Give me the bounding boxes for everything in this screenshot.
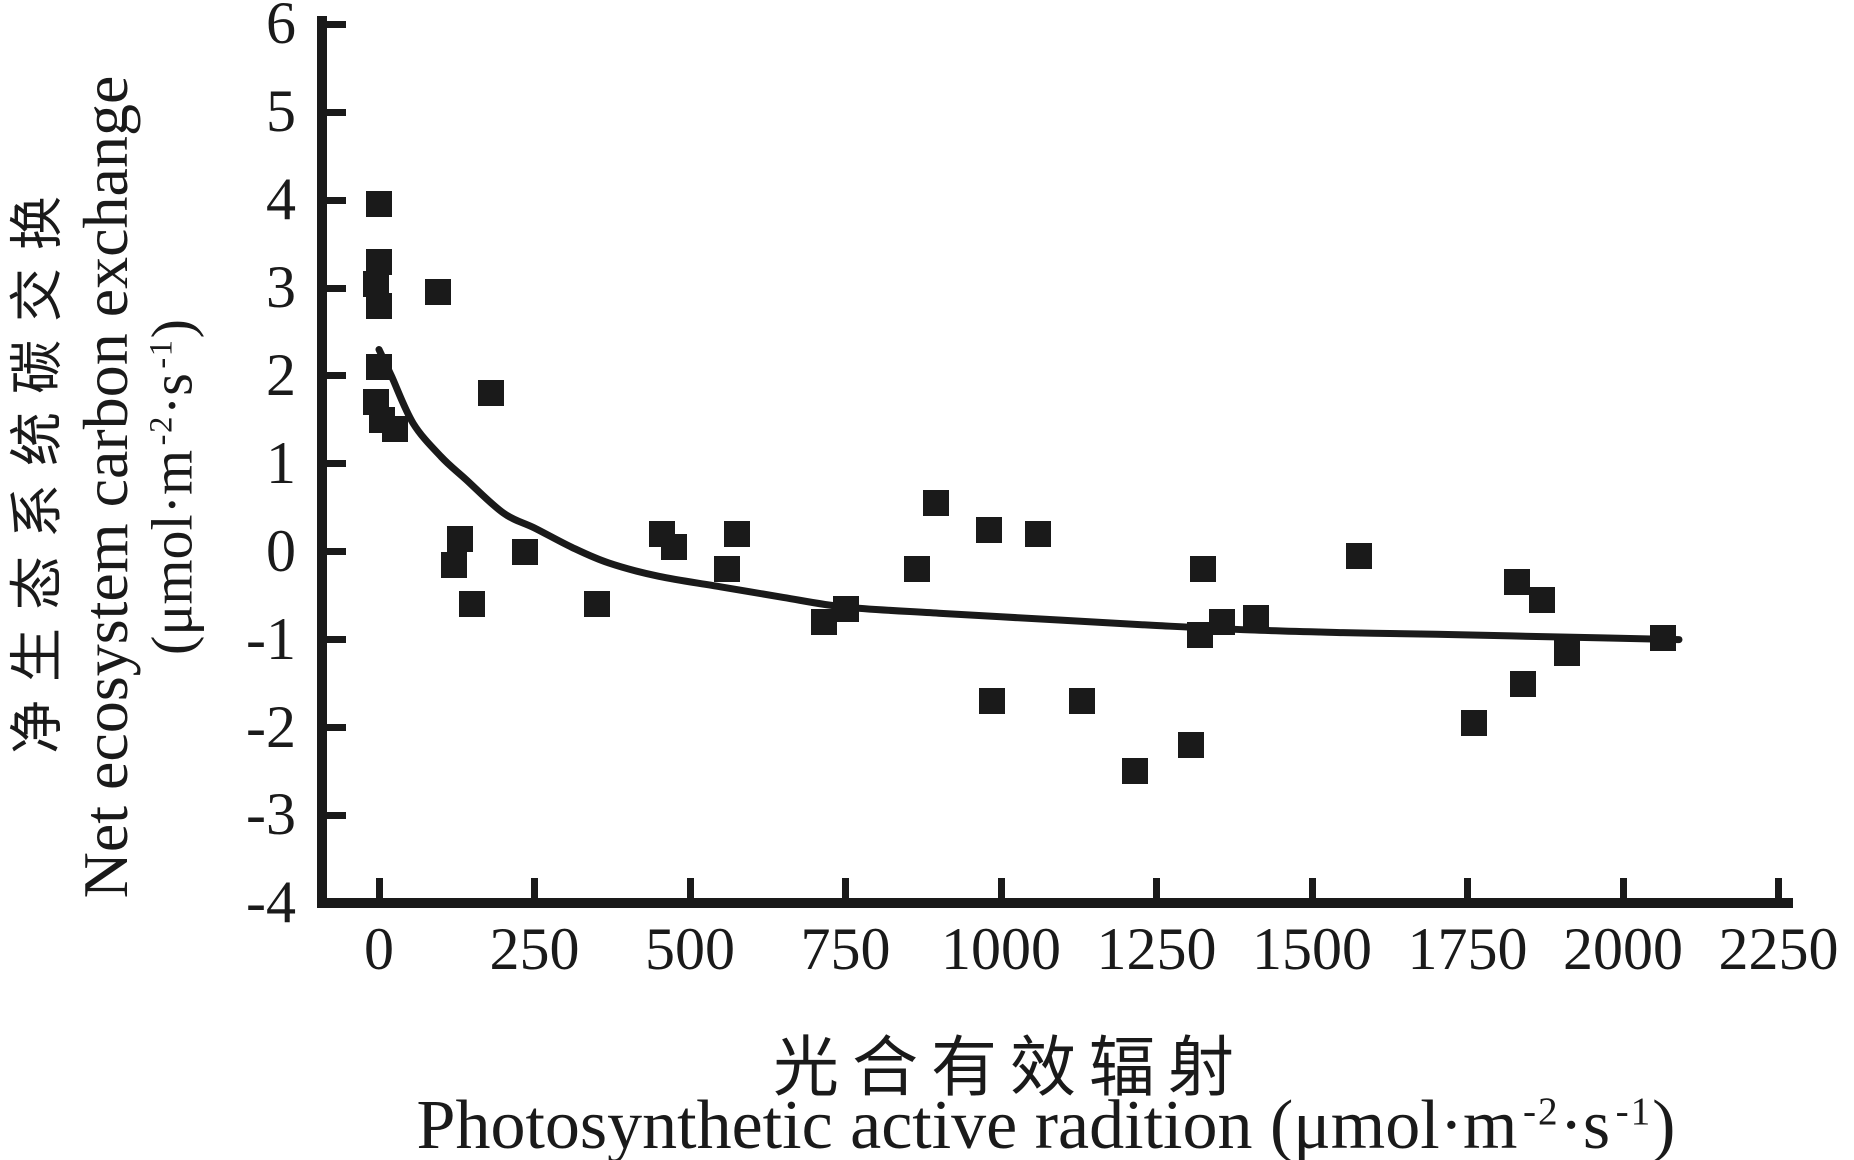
y-tick — [327, 372, 346, 380]
data-point — [446, 525, 473, 552]
data-point — [366, 191, 392, 218]
y-axis-line — [317, 16, 327, 908]
data-point — [459, 591, 486, 618]
y-tick-label: 4 — [266, 166, 296, 233]
x-axis-line — [317, 898, 1793, 908]
data-point — [1177, 732, 1204, 759]
data-point — [1190, 556, 1217, 583]
x-tick — [1308, 878, 1316, 900]
x-tick — [531, 878, 538, 900]
y-tick-label: 0 — [266, 517, 296, 584]
x-tick-label: 1250 — [1096, 916, 1217, 982]
data-point — [1025, 521, 1052, 548]
y-tick — [327, 811, 346, 819]
x-unit-superscript-m: -2 — [1522, 1089, 1560, 1133]
data-point — [1510, 670, 1537, 697]
data-point — [1208, 609, 1235, 636]
data-point — [922, 490, 949, 517]
x-axis-label-chinese: 光合有效辐射 — [773, 1032, 1247, 1105]
data-point — [362, 270, 389, 297]
data-point — [512, 538, 539, 565]
data-point — [381, 415, 408, 442]
x-tick — [997, 878, 1005, 900]
x-tick — [1464, 878, 1471, 900]
data-point — [477, 380, 504, 407]
x-tick-label: 2000 — [1563, 916, 1683, 982]
y-tick-label: 3 — [266, 254, 296, 320]
data-point — [832, 595, 859, 622]
data-point — [1121, 758, 1148, 785]
y-tick-label: -4 — [246, 869, 296, 936]
x-axis-label-text: Photosynthetic active radition — [416, 1087, 1270, 1160]
data-point — [810, 609, 837, 636]
data-point — [661, 534, 688, 561]
x-unit-superscript-s: -1 — [1615, 1089, 1653, 1133]
x-unit-middle: ·s — [1559, 1087, 1611, 1160]
data-point — [1345, 543, 1372, 570]
data-point — [1243, 604, 1270, 631]
x-tick-label: 1000 — [941, 916, 1061, 982]
data-point — [583, 591, 610, 618]
x-tick — [1619, 878, 1627, 900]
data-point — [978, 688, 1005, 715]
x-tick — [1153, 878, 1160, 900]
data-point — [1460, 710, 1487, 737]
y-tick — [327, 548, 346, 556]
data-point — [975, 516, 1002, 543]
x-tick — [375, 878, 383, 900]
data-point — [1504, 569, 1531, 596]
data-point — [366, 354, 392, 381]
x-tick-label: 500 — [645, 916, 735, 982]
x-tick — [1775, 878, 1782, 900]
y-tick — [327, 899, 346, 907]
x-unit-prefix: (μmol·m — [1269, 1087, 1518, 1160]
x-tick-label: 750 — [800, 916, 891, 982]
y-tick-label: -2 — [246, 693, 296, 760]
data-point — [1529, 587, 1556, 614]
data-point — [714, 556, 741, 583]
data-point — [1554, 639, 1581, 666]
fit-curve-path — [375, 346, 1683, 644]
data-point — [366, 292, 392, 319]
data-point — [425, 279, 452, 306]
x-tick-label: 1500 — [1252, 916, 1372, 982]
x-tick-label: 0 — [364, 916, 394, 982]
data-point — [440, 551, 467, 578]
data-point — [1187, 622, 1214, 649]
x-tick-label: 2250 — [1718, 916, 1839, 982]
x-unit-suffix: ) — [1652, 1087, 1676, 1160]
data-point — [904, 556, 931, 583]
y-tick — [327, 636, 346, 644]
x-tick-label: 250 — [489, 916, 580, 982]
x-tick-label: 1750 — [1407, 916, 1528, 982]
y-tick-label: 5 — [266, 78, 296, 145]
x-tick — [686, 878, 694, 900]
y-tick — [327, 196, 346, 204]
y-tick — [327, 460, 346, 468]
y-tick-label: 2 — [266, 341, 296, 408]
data-point — [1650, 624, 1677, 651]
data-point — [366, 248, 392, 275]
y-tick — [327, 20, 346, 28]
y-tick-label: -3 — [246, 781, 296, 848]
x-axis-label-english: Photosynthetic active radition (μmol·m -2… — [417, 1086, 1676, 1160]
y-tick-label: 1 — [266, 429, 296, 496]
data-point — [1068, 688, 1095, 715]
y-tick-label: 6 — [266, 0, 296, 57]
y-tick-label: -1 — [246, 605, 296, 672]
y-tick — [327, 284, 346, 292]
y-tick — [327, 724, 346, 731]
x-tick — [842, 878, 849, 900]
data-point — [723, 521, 750, 548]
y-tick — [327, 108, 346, 116]
